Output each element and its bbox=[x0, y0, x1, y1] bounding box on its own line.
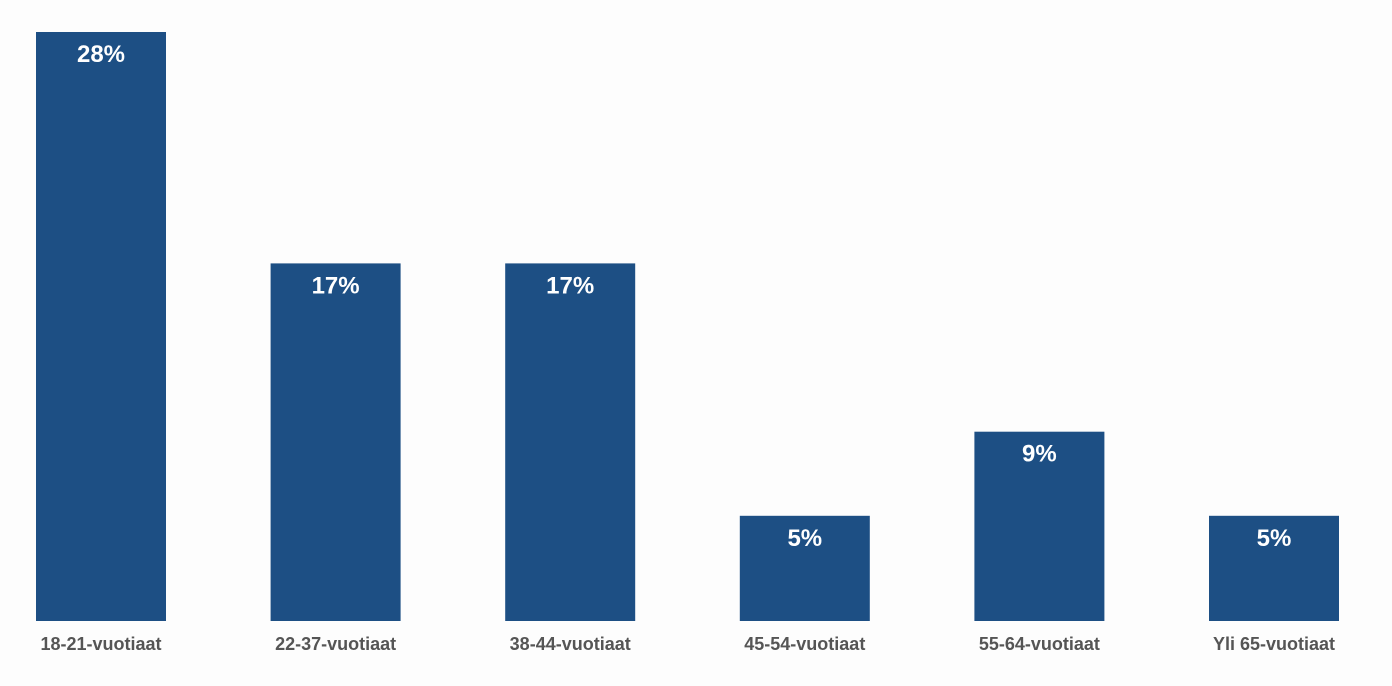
bar-4 bbox=[739, 515, 870, 621]
bar-2 bbox=[270, 263, 401, 621]
bar-value-label: 28% bbox=[77, 41, 125, 68]
category-label: Yli 65-vuotiaat bbox=[1213, 634, 1335, 654]
bar-value-label: 5% bbox=[1257, 525, 1292, 552]
category-label: 38-44-vuotiaat bbox=[510, 634, 631, 654]
bar-value-label: 17% bbox=[546, 272, 594, 299]
category-label: 45-54-vuotiaat bbox=[744, 634, 865, 654]
bar-1 bbox=[36, 32, 166, 621]
bar-value-label: 17% bbox=[312, 272, 360, 299]
bar-6 bbox=[1209, 515, 1339, 621]
bar-5 bbox=[974, 431, 1105, 621]
category-label: 55-64-vuotiaat bbox=[979, 634, 1100, 654]
bar-value-label: 5% bbox=[787, 525, 822, 552]
bar-3 bbox=[505, 263, 636, 621]
category-label: 22-37-vuotiaat bbox=[275, 634, 396, 654]
category-label: 18-21-vuotiaat bbox=[40, 634, 161, 654]
bar-value-label: 9% bbox=[1022, 441, 1057, 468]
value-labels-group: 28% 17% 17% 5% 9% 5% bbox=[77, 41, 1291, 552]
category-labels-group: 18-21-vuotiaat 22-37-vuotiaat 38-44-vuotia… bbox=[40, 634, 1335, 654]
bars-group bbox=[36, 32, 1339, 621]
